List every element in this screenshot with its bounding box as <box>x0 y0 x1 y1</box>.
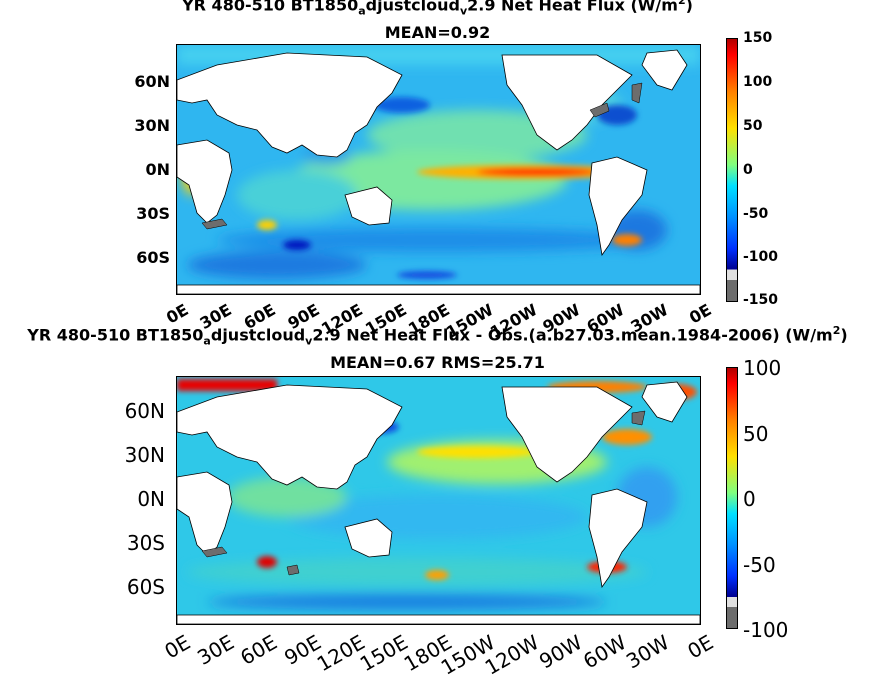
panel1-lat-tick: 30S <box>136 204 170 223</box>
panel2-colorbar-label: -50 <box>743 553 776 577</box>
panel1-lat-tick: 30N <box>134 116 170 135</box>
panel1-title: YR 480-510 BT1850adjustcloudv2.9 Net Hea… <box>182 0 693 18</box>
panel1-lat-tick: 0N <box>145 160 170 179</box>
panel1-lat-tick: 60N <box>134 72 170 91</box>
panel2-colorbar-label: -100 <box>743 618 789 642</box>
panel1-colorbar-label: -100 <box>743 249 779 265</box>
panel2-colorbar <box>726 367 738 629</box>
panel2-lon-tick: 30E <box>192 630 238 670</box>
panel2-lon-tick: 60E <box>236 630 282 670</box>
panel1-colorbar-label: -150 <box>743 292 779 308</box>
panel1-lat-tick: 60S <box>136 248 170 267</box>
panel2-land <box>177 381 700 624</box>
panel2-below-range <box>201 410 646 576</box>
panel2-colorbar-label: 0 <box>743 487 756 511</box>
panel2-lat-tick: 60S <box>126 575 165 599</box>
panel2-stats: MEAN=0.67 RMS=25.71 <box>330 353 545 372</box>
panel2-lat-tick: 0N <box>137 487 165 511</box>
panel1-colorbar-label: -50 <box>743 206 769 222</box>
panel2-lon-tick: 30W <box>622 630 674 674</box>
panel2-colorbar-label: 50 <box>743 422 769 446</box>
panel2-lon-tick: 0E <box>683 630 717 664</box>
panel1-land <box>177 49 700 294</box>
panel1-colorbar <box>726 38 738 302</box>
panel2-lat-tick: 30N <box>124 443 165 467</box>
panel2-lon-tick: 0E <box>160 630 194 664</box>
panel1-map <box>176 44 701 295</box>
panel1-map-svg <box>177 45 700 294</box>
panel1-colorbar-label: 150 <box>743 30 773 46</box>
panel2-colorbar-label: 100 <box>743 356 782 380</box>
panel2-map <box>176 376 701 625</box>
panel1-colorbar-label: 50 <box>743 118 763 134</box>
panel1-colorbar-label: 100 <box>743 74 773 90</box>
panel1-stats: MEAN=0.92 <box>384 23 491 42</box>
panel2-title: YR 480-510 BT1850adjustcloudv2.9 Net Hea… <box>27 324 848 348</box>
panel1-colorbar-label: 0 <box>743 162 753 178</box>
panel1-hotspots <box>257 97 642 279</box>
panel2-map-svg <box>177 377 700 624</box>
panel1-below-range <box>201 82 643 230</box>
panel2-lat-tick: 60N <box>124 399 165 423</box>
panel2-lat-tick: 30S <box>126 531 165 555</box>
